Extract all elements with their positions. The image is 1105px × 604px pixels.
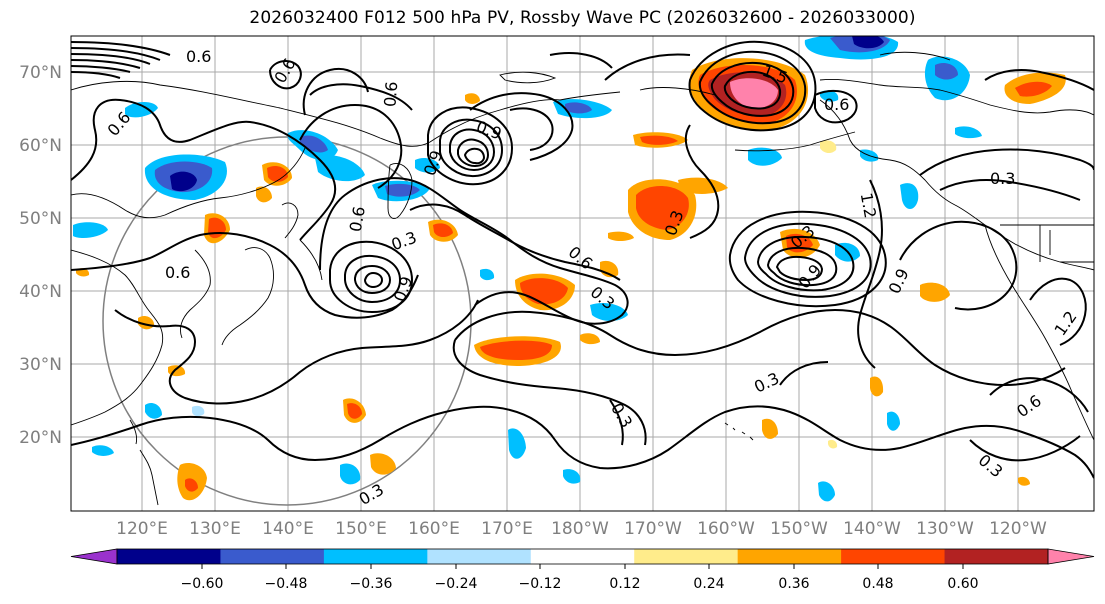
colorbar-segment: [634, 549, 739, 564]
colorbar-segment: [323, 549, 428, 564]
colorbar-tick-label: 0.60: [947, 576, 978, 592]
lon-label: 140°E: [262, 519, 314, 539]
colorbar-tick-label: −0.36: [350, 576, 393, 592]
contour-label: 0.6: [186, 47, 211, 66]
lon-label: 120°E: [116, 519, 168, 539]
colorbar-outline: [116, 548, 1049, 565]
region-circle: [102, 136, 472, 506]
colorbar-extend-max: [1047, 548, 1095, 565]
colorbar-segments: [70, 548, 1095, 565]
longitude-labels: 120°E 130°E 140°E 150°E 160°E 170°E 180°…: [116, 519, 1047, 539]
pv-anomaly-shading: [73, 36, 1066, 502]
lon-label: 150°E: [335, 519, 387, 539]
colorbar-segment: [944, 549, 1049, 564]
contour-label: 0.6: [165, 263, 190, 282]
colorbar-segment: [841, 549, 946, 564]
colorbar-segment: [427, 549, 532, 564]
colorbar-extend-min: [70, 548, 118, 565]
colorbar-tick-label: −0.12: [519, 576, 562, 592]
pv-contours: [71, 40, 1094, 479]
lat-label: 50°N: [19, 209, 62, 229]
lat-label: 70°N: [19, 63, 62, 83]
colorbar-segment: [117, 549, 221, 564]
colorbar-segment: [737, 549, 842, 564]
colorbar-tick-label: 0.24: [693, 576, 724, 592]
contour-label: 0.3: [990, 169, 1015, 188]
lon-label: 140°W: [843, 519, 901, 539]
colorbar-tick-label: −0.24: [435, 576, 478, 592]
contour-label: 0.6: [380, 81, 401, 108]
lat-label: 30°N: [19, 355, 62, 375]
colorbar-tick-label: 0.48: [862, 576, 893, 592]
lon-label: 160°E: [408, 519, 460, 539]
colorbar-tick-label: −0.60: [181, 576, 224, 592]
lon-label: 160°W: [697, 519, 755, 539]
graticule: [71, 36, 1094, 511]
lon-label: 130°E: [189, 519, 241, 539]
lat-label: 40°N: [19, 282, 62, 302]
map-content: 0.6 0.6 0.6 0.6 0.6 0.6 0.9 0.9 0.9 0.3 …: [71, 36, 1094, 511]
lat-label: 60°N: [19, 136, 62, 156]
map-title: 2026032400 F012 500 hPa PV, Rossby Wave …: [249, 8, 916, 28]
contour-label: 0.6: [346, 205, 369, 233]
colorbar-tick-label: 0.12: [609, 576, 640, 592]
lon-label: 130°W: [916, 519, 974, 539]
colorbar-ticks: [201, 564, 964, 569]
lon-label: 120°W: [989, 519, 1047, 539]
contour-label: 0.6: [824, 95, 849, 114]
latitude-labels: 70°N 60°N 50°N 40°N 30°N 20°N: [19, 63, 62, 448]
lon-label: 150°W: [770, 519, 828, 539]
colorbar-tick-labels: −0.60 −0.48 −0.36 −0.24 −0.12 0.12 0.24 …: [181, 576, 979, 592]
colorbar-tick-label: −0.48: [265, 576, 308, 592]
contour-label: 1.2: [857, 191, 880, 219]
coastlines: [71, 51, 1094, 506]
lon-label: 170°W: [624, 519, 682, 539]
colorbar-segment: [530, 549, 635, 564]
colorbar: −0.60 −0.48 −0.36 −0.24 −0.12 0.12 0.24 …: [70, 548, 1095, 592]
lon-label: 180°W: [551, 519, 609, 539]
lat-label: 20°N: [19, 428, 62, 448]
colorbar-tick-label: 0.36: [778, 576, 809, 592]
lon-label: 170°E: [481, 519, 533, 539]
map-frame: [70, 35, 1095, 512]
colorbar-segment: [220, 549, 325, 564]
